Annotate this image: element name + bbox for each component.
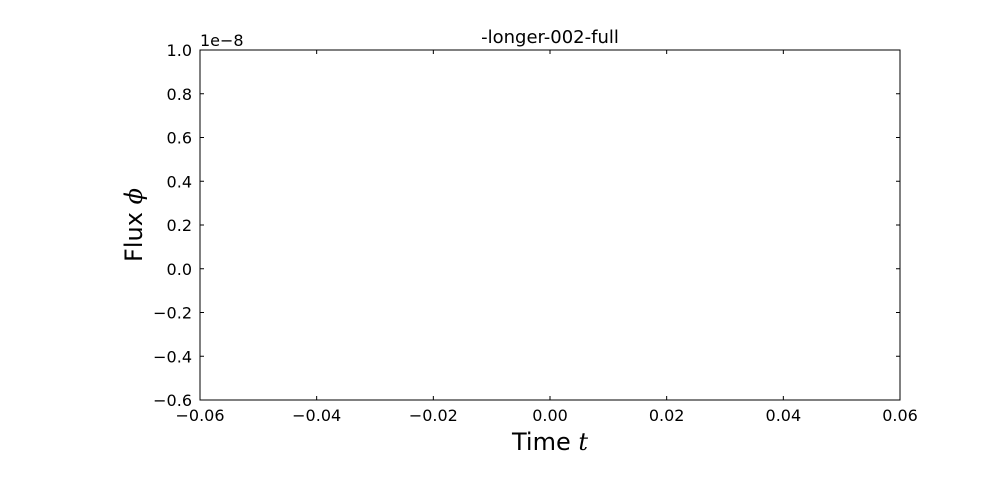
y-axis-symbol: ϕ <box>120 188 148 204</box>
x-tick-label: −0.06 <box>175 406 224 425</box>
y-tick-label: 0.6 <box>167 129 192 148</box>
x-tick-label: 0.02 <box>649 406 685 425</box>
x-axis-label: Time t <box>511 428 588 456</box>
x-tick-label: 0.06 <box>882 406 918 425</box>
y-tick-label: 0.0 <box>167 260 192 279</box>
x-tick-label: −0.02 <box>409 406 458 425</box>
x-tick-label: −0.04 <box>292 406 341 425</box>
y-tick-label: 1.0 <box>167 41 192 60</box>
y-offset-label: 1e−8 <box>200 31 244 50</box>
y-tick-label: −0.4 <box>153 347 192 366</box>
y-tick-label: 0.8 <box>167 85 192 104</box>
y-tick-label: −0.6 <box>153 391 192 410</box>
ticks <box>199 49 901 401</box>
x-tick-label: 0.00 <box>532 406 568 425</box>
y-axis-label-text: Flux <box>120 212 148 262</box>
tick-labels: −0.06 −0.04 −0.02 0.00 0.02 0.04 0.06 −0.6 −0.4 −… <box>153 41 918 425</box>
x-tick-label: 0.04 <box>766 406 802 425</box>
y-tick-label: −0.2 <box>153 304 192 323</box>
plot-frame <box>199 49 901 401</box>
y-tick-label: 0.4 <box>167 172 192 191</box>
chart-title: -longer-002-full <box>481 27 619 48</box>
x-axis-label-text: Time <box>511 428 571 456</box>
x-axis-symbol: t <box>578 428 588 456</box>
y-axis-label: Flux ϕ <box>120 188 148 262</box>
y-tick-label: 0.2 <box>167 216 192 235</box>
